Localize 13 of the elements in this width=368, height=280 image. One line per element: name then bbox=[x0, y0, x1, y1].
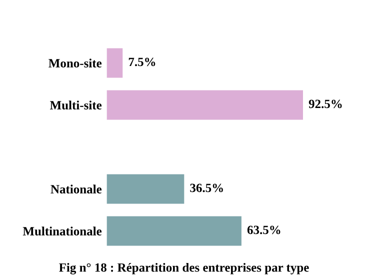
bar bbox=[106, 216, 242, 246]
data-label: 92.5% bbox=[308, 100, 342, 108]
data-label: 36.5% bbox=[190, 184, 223, 192]
data-label: 63.5% bbox=[247, 226, 280, 234]
y-tick-label: Multi-site bbox=[50, 100, 102, 110]
bar bbox=[106, 174, 184, 204]
data-label: 7.5% bbox=[128, 58, 156, 66]
bar bbox=[106, 90, 303, 120]
y-tick-label: Nationale bbox=[50, 184, 102, 194]
y-tick-label: Multinationale bbox=[22, 226, 102, 236]
bar bbox=[106, 48, 123, 78]
text: Fig n° 18 : Répartition des entreprises par type bbox=[59, 262, 309, 274]
y-tick-label: Mono-site bbox=[48, 58, 102, 68]
